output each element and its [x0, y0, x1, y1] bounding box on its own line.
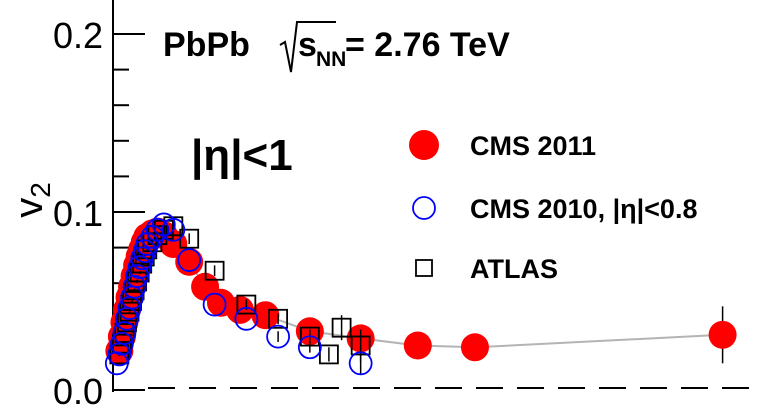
- atlas-point: [318, 344, 339, 365]
- cms2010-point: [125, 264, 150, 288]
- legend: CMS 2011 CMS 2010, |η|<0.8 ATLAS: [409, 130, 697, 284]
- title-s: s: [298, 26, 317, 64]
- cms2010-point: [161, 217, 186, 242]
- cms2011-point: [708, 320, 737, 349]
- cms2010-point: [145, 217, 170, 242]
- cms2010-point: [109, 331, 134, 356]
- cms2010-point: [127, 255, 152, 280]
- cms2011-point: [403, 331, 432, 360]
- atlas-point: [119, 301, 140, 322]
- cms2010-point: [266, 324, 291, 349]
- legend-marker-cms2010: [412, 196, 436, 220]
- chart-title: PbPb: [163, 26, 250, 64]
- atlas-point: [268, 308, 289, 329]
- cms2010-point: [202, 292, 227, 317]
- cms2010-point: [177, 248, 202, 272]
- eta-label: |η|<1: [191, 131, 293, 181]
- legend-label: ATLAS: [470, 254, 558, 284]
- y-tick-label: 0.2: [53, 15, 103, 56]
- legend-label: CMS 2010, |η|<0.8: [470, 194, 697, 224]
- cms2011-point: [251, 301, 280, 330]
- atlas-point: [117, 312, 137, 333]
- atlas-point: [163, 216, 184, 237]
- y-axis-title: v2: [7, 182, 56, 218]
- legend-marker-atlas: [415, 259, 433, 277]
- legend-marker-cms2011: [409, 130, 439, 160]
- atlas-point: [331, 317, 352, 338]
- cms2010-point: [112, 321, 137, 345]
- data-series: [104, 212, 737, 376]
- y-tick-label: 0.1: [53, 193, 103, 234]
- y-axis-title-subscript: 2: [25, 182, 56, 198]
- legend-label: CMS 2011: [470, 131, 596, 161]
- y-tick-label: 0.0: [53, 371, 103, 405]
- cms2010-point: [297, 335, 322, 360]
- cms2010-point: [104, 351, 129, 376]
- title-prefix: PbPb: [163, 26, 250, 64]
- title-subscript: NN: [316, 48, 346, 71]
- title-suffix: = 2.76 TeV: [345, 26, 510, 64]
- cms2010-point: [234, 306, 259, 331]
- y-axis-ticks: 0.0 0.1 0.2: [53, 15, 145, 405]
- cms2010-point: [122, 274, 147, 299]
- cms2011-point: [460, 333, 489, 362]
- title-sqrt-sign: [279, 21, 336, 73]
- cms2010-point: [348, 351, 373, 376]
- atlas-point: [204, 260, 225, 281]
- atlas-point: [236, 294, 257, 315]
- atlas-point: [114, 323, 135, 343]
